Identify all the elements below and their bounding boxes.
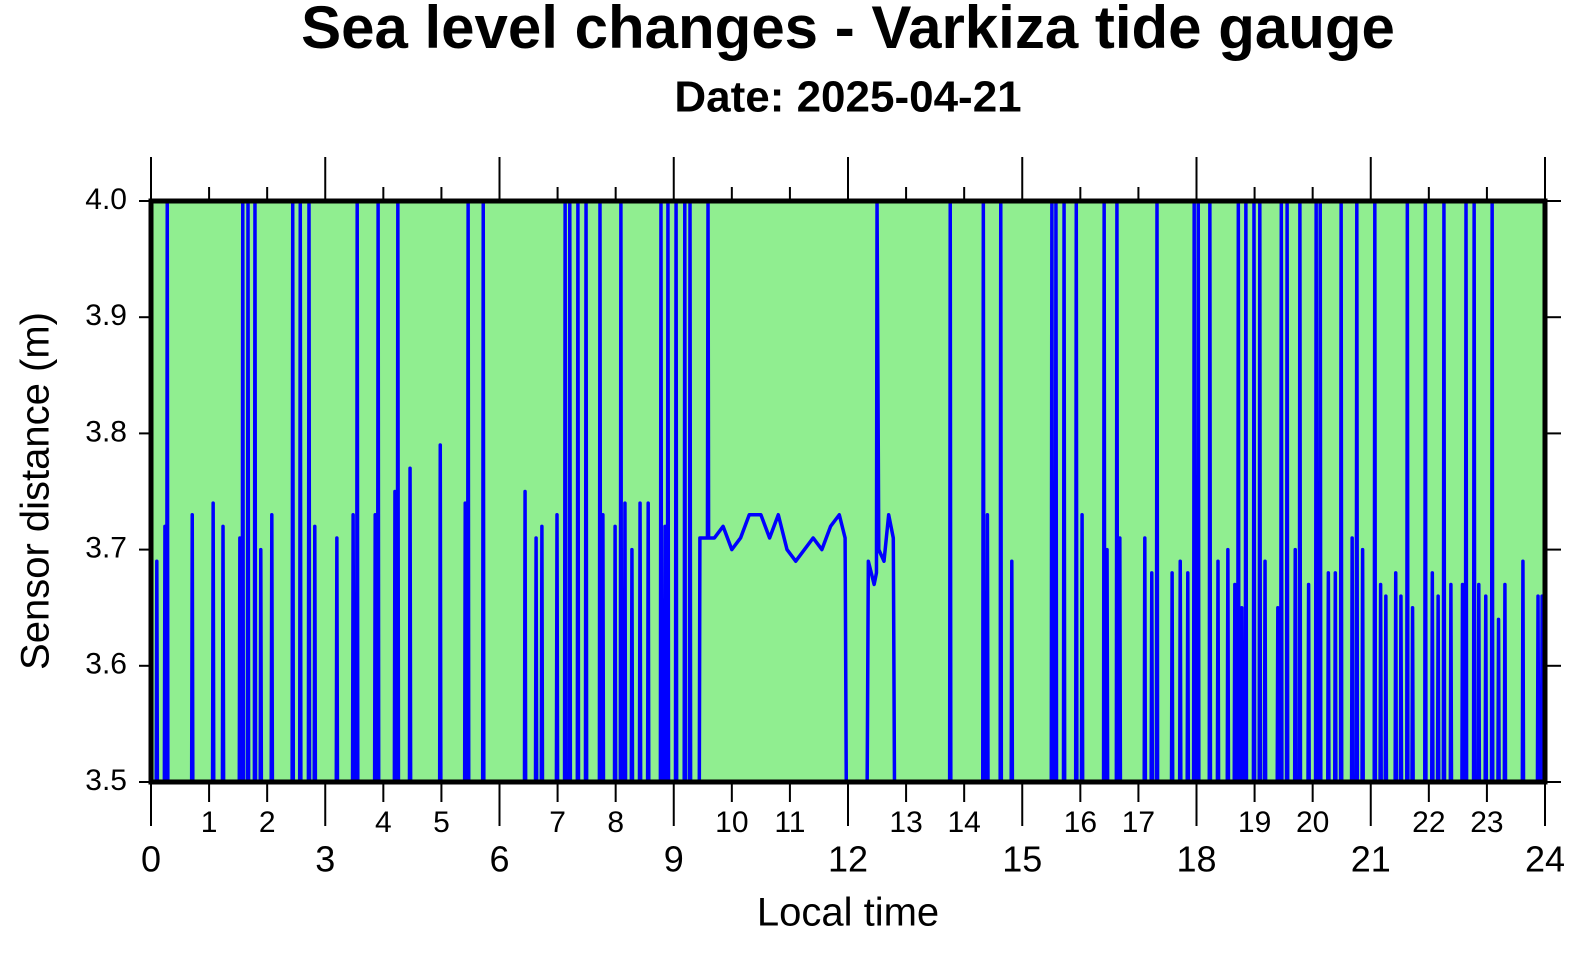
x-minor-tick-label: 8 <box>607 806 624 839</box>
x-tick-label: 21 <box>1351 839 1391 880</box>
x-tick-label: 9 <box>664 839 684 880</box>
x-minor-tick-label: 14 <box>947 806 980 839</box>
x-minor-tick-label: 2 <box>259 806 276 839</box>
x-minor-tick-label: 13 <box>889 806 922 839</box>
y-axis-label: Sensor distance (m) <box>14 312 58 670</box>
y-tick-label: 3.8 <box>85 415 127 448</box>
x-tick-label: 12 <box>828 839 868 880</box>
chart-subtitle: Date: 2025-04-21 <box>674 73 1021 122</box>
y-tick-label: 3.6 <box>85 648 127 681</box>
x-minor-tick-label: 16 <box>1064 806 1097 839</box>
x-minor-tick-label: 5 <box>433 806 450 839</box>
axes: 0 3 6 9 12 15 18 21 241 2 4 5 7 8 10 11 13 14 16 17 19 20 22 23… <box>85 157 1565 880</box>
plot-area <box>151 201 1545 782</box>
x-minor-tick-label: 11 <box>774 806 805 839</box>
x-tick-label: 18 <box>1176 839 1216 880</box>
x-minor-tick-label: 20 <box>1296 806 1329 839</box>
data-line <box>151 201 1545 782</box>
chart-title: Sea level changes - Varkiza tide gauge <box>301 0 1395 61</box>
y-tick-label: 3.7 <box>85 532 127 565</box>
x-minor-tick-label: 17 <box>1122 806 1155 839</box>
x-minor-tick-label: 22 <box>1412 806 1445 839</box>
x-minor-tick-label: 1 <box>201 806 218 839</box>
x-tick-label: 24 <box>1525 839 1565 880</box>
y-tick-label: 3.5 <box>85 764 127 797</box>
plot-background <box>151 201 1545 782</box>
x-axis-label: Local time <box>757 891 939 935</box>
x-minor-tick-label: 4 <box>375 806 392 839</box>
x-tick-label: 6 <box>489 839 509 880</box>
x-minor-tick-label: 10 <box>715 806 748 839</box>
x-minor-tick-label: 7 <box>549 806 566 839</box>
y-tick-label: 3.9 <box>85 299 127 332</box>
x-minor-tick-label: 19 <box>1238 806 1271 839</box>
x-tick-label: 0 <box>141 839 161 880</box>
x-tick-label: 15 <box>1002 839 1042 880</box>
plot-lines <box>151 201 1545 782</box>
x-minor-tick-label: 23 <box>1470 806 1503 839</box>
x-tick-label: 3 <box>315 839 335 880</box>
y-tick-label: 4.0 <box>85 183 127 216</box>
